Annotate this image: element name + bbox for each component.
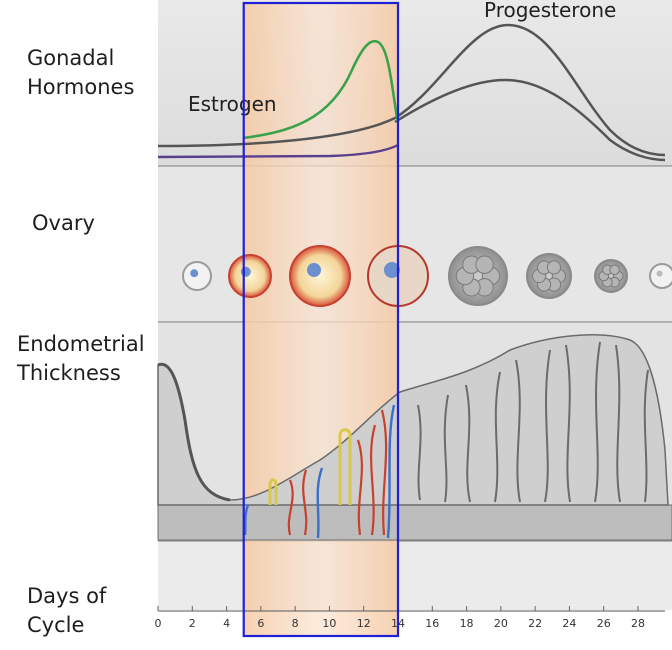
estrogen-curve (242, 39, 400, 140)
days-panel (158, 542, 672, 610)
gland (268, 478, 278, 505)
uterine-glands-proliferative (268, 428, 352, 505)
artery (369, 424, 377, 536)
vein (386, 404, 396, 539)
ovary-primary-follicle (228, 254, 272, 298)
gland (643, 369, 649, 503)
days-tick-label: 18 (460, 617, 474, 630)
gland (515, 359, 521, 503)
spiral-arteries (287, 409, 388, 536)
days-tick-label: 16 (425, 617, 439, 630)
ovary-corpus-luteum-regressing (526, 253, 572, 299)
artery (287, 479, 294, 536)
gland (615, 344, 621, 503)
vein (316, 467, 324, 539)
gland (338, 428, 352, 505)
row-label-text: Endometrial Thickness (17, 332, 145, 385)
endometrium-base-layer (157, 504, 672, 541)
hormone-curves (157, 23, 666, 162)
row-label-text: Gonadal Hormones (27, 46, 135, 99)
oocyte (384, 262, 400, 278)
endometrium-tissue (157, 334, 672, 541)
highlight-window-border (242, 1, 400, 638)
artery (380, 409, 388, 536)
row-label-text: Days of Cycle (27, 584, 107, 637)
days-tick-label: 0 (155, 617, 162, 630)
days-axis: 0 2 4 6 8 10 12 14 16 18 20 22 24 26 28 (155, 606, 665, 630)
days-tick-label: 28 (631, 617, 645, 630)
estrogen-baseline (157, 143, 399, 159)
days-tick-label: 4 (223, 617, 230, 630)
row-label-endometrial-thickness: Endometrial Thickness (17, 330, 145, 388)
artery (356, 439, 363, 536)
vein (243, 504, 250, 536)
progesterone-label: Progesterone (484, 0, 616, 22)
endometrial-glands (417, 341, 649, 503)
oocyte (190, 269, 199, 278)
progesterone-curve-low (394, 78, 666, 162)
ovary-corpus-albicans-small (649, 263, 672, 289)
luteal-cell-cluster (546, 260, 562, 275)
gland (494, 371, 501, 503)
days-tick-label: 24 (562, 617, 576, 630)
days-tick-label: 26 (597, 617, 611, 630)
luteal-cell-cluster (475, 255, 494, 274)
days-tick-label: 22 (528, 617, 542, 630)
days-panel-bg (158, 542, 672, 610)
days-tick-label: 20 (494, 617, 508, 630)
ovary-secondary-follicle (289, 245, 351, 307)
veins (243, 404, 396, 539)
follicle-body (228, 254, 272, 298)
gland (417, 404, 422, 501)
gland (443, 394, 449, 503)
endometrium-left-edge (157, 362, 231, 502)
gland (594, 341, 601, 503)
days-tick-label: 10 (322, 617, 336, 630)
progesterone-curve-high (157, 23, 666, 157)
oocyte (307, 263, 321, 277)
ovary-primordial-follicle (182, 261, 212, 291)
row-label-text: Ovary (32, 211, 95, 235)
gland (565, 344, 571, 503)
days-tick-label: 8 (292, 617, 299, 630)
luteal-cell-cluster (609, 264, 620, 276)
days-tick-label: 12 (357, 617, 371, 630)
ovary-corpus-luteum (448, 246, 508, 306)
oocyte (656, 270, 663, 277)
oocyte (240, 266, 251, 277)
gland (544, 349, 551, 503)
artery (302, 469, 308, 536)
days-tick-label: 6 (257, 617, 264, 630)
estrogen-label: Estrogen (188, 92, 277, 116)
row-label-days-of-cycle: Days of Cycle (27, 582, 106, 640)
hormone-panel (158, 0, 672, 166)
hormone-panel-bg (158, 0, 672, 166)
ovary-corpus-albicans (594, 259, 628, 293)
days-tick-label: 2 (189, 617, 196, 630)
gland (465, 384, 471, 503)
row-label-ovary: Ovary (32, 209, 95, 238)
ovary-stages (182, 245, 672, 307)
days-tick-marks: 0 2 4 6 8 10 12 14 16 18 20 22 24 26 28 (155, 606, 645, 630)
follicle-body (289, 245, 351, 307)
row-label-gonadal-hormones: Gonadal Hormones (27, 44, 134, 102)
